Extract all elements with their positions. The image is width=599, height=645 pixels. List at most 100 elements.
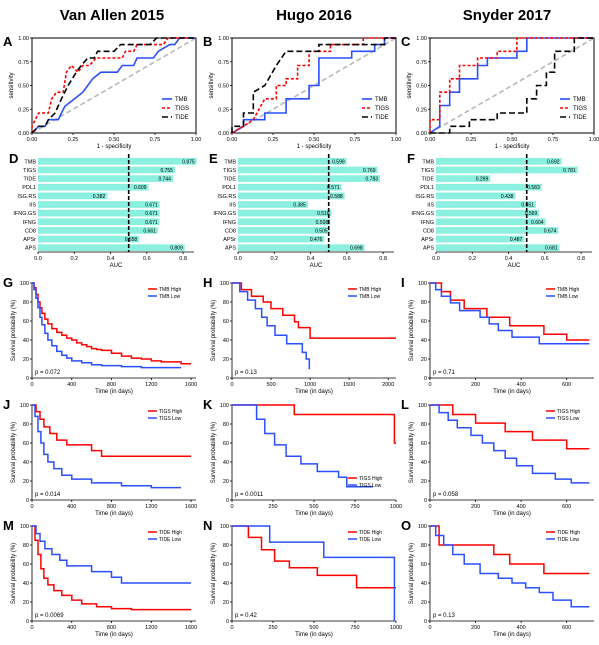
auc-bar-ifng — [38, 218, 160, 226]
x-tick-label: 0 — [230, 625, 233, 631]
y-tick-label: 80 — [23, 300, 29, 306]
auc-value-label: 0.551 — [521, 203, 534, 209]
x-tick-label: 600 — [562, 625, 571, 631]
survival-panel-i: 0 200 400 600 0 20 40 60 80 100 Time (in days) Surv… — [409, 281, 594, 395]
survival-curve-tigs-low — [232, 404, 373, 488]
category-label: TIDE — [223, 177, 236, 183]
legend-label: TIGS Low — [359, 483, 382, 489]
y-axis-label: Survival probability (%) — [211, 422, 217, 483]
y-axis-label: sensitivity — [407, 72, 413, 98]
auc-value-label: 0.744 — [158, 177, 171, 183]
auc-bar-tmb — [436, 157, 562, 165]
survival-curve-tide-low — [32, 525, 191, 584]
survival-curve-tide-low — [232, 525, 396, 621]
x-tick-label: 0.6 — [343, 256, 351, 262]
auc-value-label: 0.476 — [310, 237, 323, 243]
p-value-label: p = 0.072 — [35, 370, 61, 376]
x-tick-label: 0.50 — [109, 137, 120, 143]
x-tick-label: 0 — [428, 504, 431, 510]
y-tick-label: 100 — [418, 403, 427, 409]
y-tick-label: 40 — [23, 460, 29, 466]
legend-label: TMB High — [359, 287, 381, 293]
panel-letter-g: G — [3, 275, 13, 290]
survival-curve-tmb-high — [232, 282, 396, 339]
y-tick-label: 0.00 — [218, 131, 229, 137]
category-label: PDL1 — [222, 185, 236, 191]
legend-label: TMB High — [557, 287, 579, 293]
survival-curve-tigs-high — [32, 404, 191, 458]
category-label: APSr — [421, 237, 434, 243]
y-tick-label: 0.50 — [416, 84, 427, 90]
category-label: ISG.RS — [415, 194, 434, 200]
auc-value-label: 0.692 — [547, 159, 560, 165]
x-tick-label: 400 — [517, 504, 526, 510]
y-tick-label: 20 — [23, 357, 29, 363]
survival-curve-tide-low — [430, 525, 590, 608]
y-tick-label: 40 — [421, 338, 427, 344]
x-tick-label: 1.00 — [589, 137, 599, 143]
y-tick-label: 60 — [223, 562, 229, 568]
auc-bar-tmb — [38, 157, 197, 165]
y-axis-label: Survival probability (%) — [409, 543, 415, 604]
y-tick-label: 20 — [223, 357, 229, 363]
auc-value-label: 0.681 — [545, 246, 558, 252]
x-tick-label: 200 — [471, 382, 480, 388]
panel-letter-n: N — [203, 518, 212, 533]
x-tick-label: 1600 — [185, 504, 197, 510]
y-tick-label: 60 — [23, 562, 29, 568]
category-label: TIGS — [223, 168, 236, 174]
x-tick-label: 0.0 — [432, 256, 440, 262]
category-label: TMB — [224, 159, 236, 165]
x-tick-label: 800 — [107, 382, 116, 388]
survival-curve-tigs-high — [232, 404, 396, 444]
auc-bar-pdl1 — [436, 183, 542, 191]
y-tick-label: 0.00 — [416, 131, 427, 137]
x-tick-label: 0.8 — [179, 256, 187, 262]
legend-label: TIGS — [375, 106, 389, 112]
auc-bar-cd8 — [38, 227, 158, 234]
x-axis-label: Time (in days) — [95, 511, 133, 517]
x-tick-label: 1600 — [185, 625, 197, 631]
y-tick-label: 40 — [23, 338, 29, 344]
x-axis-label: Time (in days) — [493, 389, 531, 395]
category-label: ISG.RS — [217, 194, 236, 200]
category-label: IIS — [29, 203, 36, 209]
x-tick-label: 1600 — [185, 382, 197, 388]
survival-curve-tigs-high — [430, 404, 590, 450]
auc-value-label: 0.698 — [350, 246, 363, 252]
auc-bar-apsr — [436, 235, 525, 243]
panel-letter-c: C — [401, 34, 411, 49]
legend-label: TMB — [175, 97, 188, 103]
x-tick-label: 0 — [230, 382, 233, 388]
x-tick-label: 0.25 — [466, 137, 477, 143]
panels-layer: 0.000.000.250.250.500.500.750.751.001.00… — [3, 34, 599, 638]
y-axis-label: Survival probability (%) — [11, 300, 17, 361]
survival-curve-tmb-low — [430, 282, 590, 345]
roc-panel-b: 0.000.00 0.25 0.25 0.50 0.50 0.75 0.75 1.00 1.00… — [209, 36, 401, 150]
survival-panel-m: 0 400 800 1200 1600 0 20 40 60 80 100 Time (in days… — [11, 524, 197, 638]
x-tick-label: 0 — [230, 504, 233, 510]
y-tick-label: 80 — [223, 543, 229, 549]
legend-label: TMB High — [159, 287, 181, 293]
category-label: IFNG.GS — [13, 211, 36, 217]
survival-curve-tide-high — [430, 525, 590, 575]
y-tick-label: 0 — [226, 498, 229, 504]
survival-panel-g: 0 400 800 1200 1600 0 20 40 60 80 100 Time (in days… — [11, 281, 197, 395]
y-tick-label: 0 — [424, 376, 427, 382]
y-tick-label: 0.00 — [18, 131, 29, 137]
y-tick-label: 20 — [421, 357, 427, 363]
y-tick-label: 100 — [220, 281, 229, 287]
panel-letter-h: H — [203, 275, 212, 290]
category-label: APS — [423, 246, 434, 252]
x-tick-label: 0.6 — [143, 256, 151, 262]
auc-bar-tmb — [238, 157, 347, 165]
category-label: TMB — [24, 159, 36, 165]
x-tick-label: 1200 — [145, 382, 157, 388]
x-tick-label: 500 — [309, 504, 318, 510]
y-tick-label: 20 — [421, 600, 427, 606]
y-tick-label: 0 — [26, 376, 29, 382]
y-tick-label: 0 — [424, 619, 427, 625]
legend-label: TIGS High — [557, 409, 581, 415]
x-axis-label: AUC — [310, 263, 323, 269]
auc-bar-ifng — [238, 218, 331, 226]
